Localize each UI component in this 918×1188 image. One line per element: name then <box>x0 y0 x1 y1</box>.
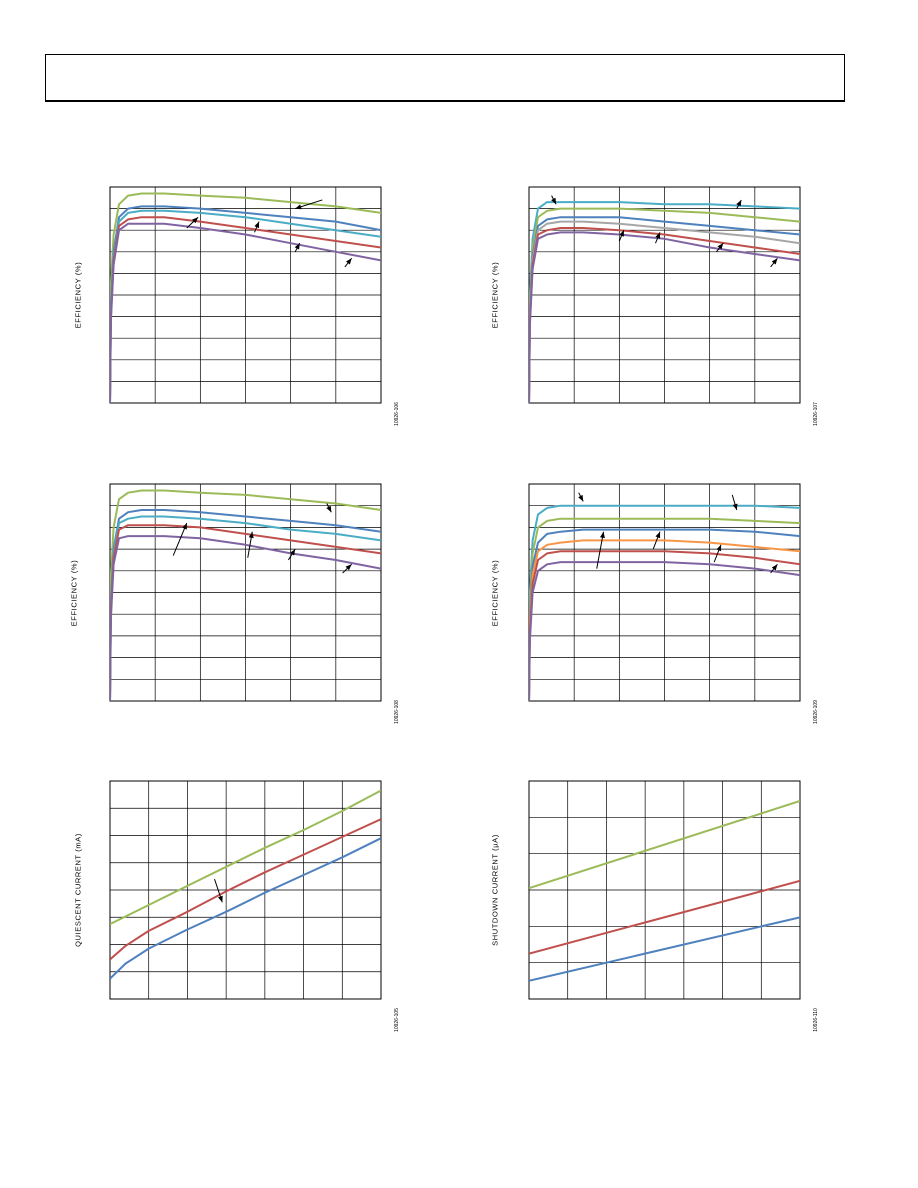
callout-arrowhead <box>326 505 332 513</box>
y-axis-label: SHUTDOWN CURRENT (µA) <box>490 834 500 946</box>
callout-arrowhead <box>771 564 778 571</box>
series-line-2 <box>529 879 800 955</box>
series-line-1 <box>110 192 381 403</box>
chart-4 <box>528 483 801 702</box>
chart-1 <box>109 186 382 404</box>
callout-arrowhead <box>717 243 724 250</box>
plot-frame <box>109 780 382 1000</box>
series-line-1 <box>529 504 800 701</box>
series-line-3 <box>110 837 381 980</box>
series-line-1 <box>110 489 381 701</box>
chart-5 <box>109 780 382 1000</box>
callout-arrowhead <box>655 232 660 239</box>
figure-id: 10926-107 <box>813 402 819 426</box>
chart-3 <box>109 483 382 702</box>
callout-arrowhead <box>716 544 722 552</box>
page-header-box <box>45 54 845 102</box>
y-axis-label: QUIESCENT CURRENT (mA) <box>73 833 83 947</box>
callout-arrowhead <box>254 221 259 229</box>
series-line-2 <box>110 818 381 961</box>
series-line-5 <box>110 535 381 701</box>
plot-frame <box>528 780 801 1000</box>
callout-arrowhead <box>192 217 199 224</box>
figure-id: 10926-109 <box>813 700 819 724</box>
figure-id: 10926-106 <box>394 402 400 426</box>
chart-6 <box>528 780 801 1000</box>
y-axis-label: EFFICIENCY (%) <box>490 261 500 329</box>
callout-arrowhead <box>771 258 778 265</box>
series-line-1 <box>529 800 800 890</box>
callout-arrowhead <box>218 895 223 903</box>
y-axis-label: EFFICIENCY (%) <box>69 559 79 626</box>
figure-id: 10926-105 <box>394 1008 400 1032</box>
series-line-3 <box>529 916 800 982</box>
callout-arrowhead <box>248 531 254 539</box>
chart-2 <box>528 186 801 404</box>
series-line-6 <box>529 231 800 403</box>
callout-arrowhead <box>655 531 661 539</box>
callout-arrowhead <box>346 258 352 265</box>
callout-arrowhead <box>182 523 187 530</box>
series-line-1 <box>110 789 381 925</box>
series-line-2 <box>529 517 800 701</box>
callout-arrowhead <box>600 531 605 539</box>
callout-arrowhead <box>551 197 557 205</box>
series-line-6 <box>529 561 800 701</box>
callout-arrowhead <box>578 494 584 502</box>
callout-arrowhead <box>345 564 352 571</box>
figure-id: 10926-110 <box>813 1008 819 1032</box>
y-axis-label: EFFICIENCY (%) <box>490 559 500 626</box>
callout-line <box>596 531 605 569</box>
callout-arrowhead <box>289 549 296 556</box>
callout-arrowhead <box>294 243 300 250</box>
callout-arrowhead <box>736 200 742 207</box>
figure-id: 10926-108 <box>394 700 400 724</box>
y-axis-label: EFFICIENCY (%) <box>73 261 83 329</box>
callout-arrowhead <box>732 503 738 510</box>
callout-arrowhead <box>619 230 624 237</box>
callout-arrowhead <box>295 204 302 210</box>
